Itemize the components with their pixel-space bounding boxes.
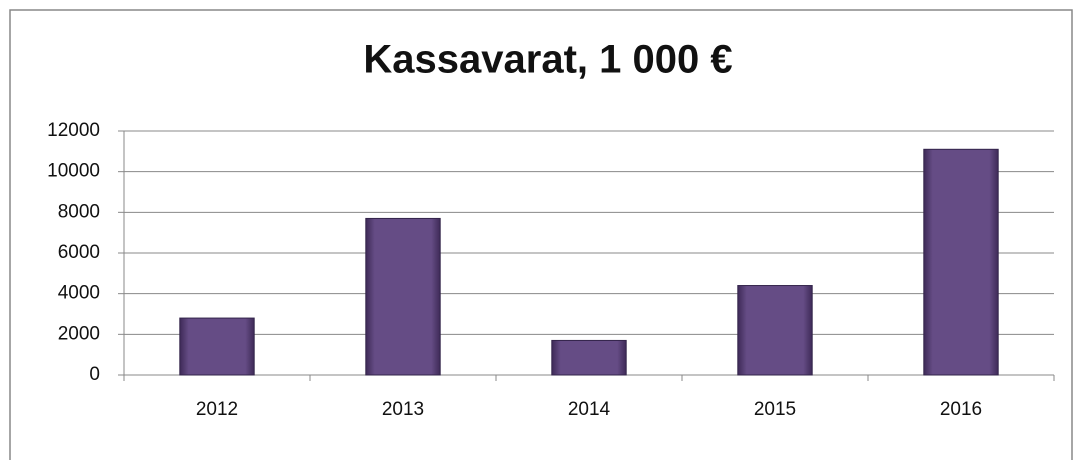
y-tick-label: 8000 (58, 201, 100, 222)
bar (737, 285, 813, 376)
chart-title: Kassavarat, 1 000 € (363, 38, 732, 82)
x-tick-label: 2014 (568, 399, 611, 420)
y-tick-label: 4000 (58, 283, 100, 304)
x-tick-label: 2016 (940, 399, 982, 420)
bar (551, 339, 627, 376)
x-tick-label: 2012 (196, 399, 238, 420)
bar (179, 317, 255, 376)
y-tick-label: 0 (89, 364, 100, 385)
chart-frame (9, 9, 1073, 460)
x-tick-label: 2015 (754, 399, 796, 420)
y-tick-label: 12000 (47, 120, 100, 141)
bar (923, 148, 999, 376)
y-tick-label: 6000 (58, 242, 100, 263)
y-tick-label: 2000 (58, 323, 100, 344)
x-tick-label: 2013 (382, 399, 424, 420)
bar (365, 217, 441, 376)
y-tick-label: 10000 (47, 161, 100, 182)
